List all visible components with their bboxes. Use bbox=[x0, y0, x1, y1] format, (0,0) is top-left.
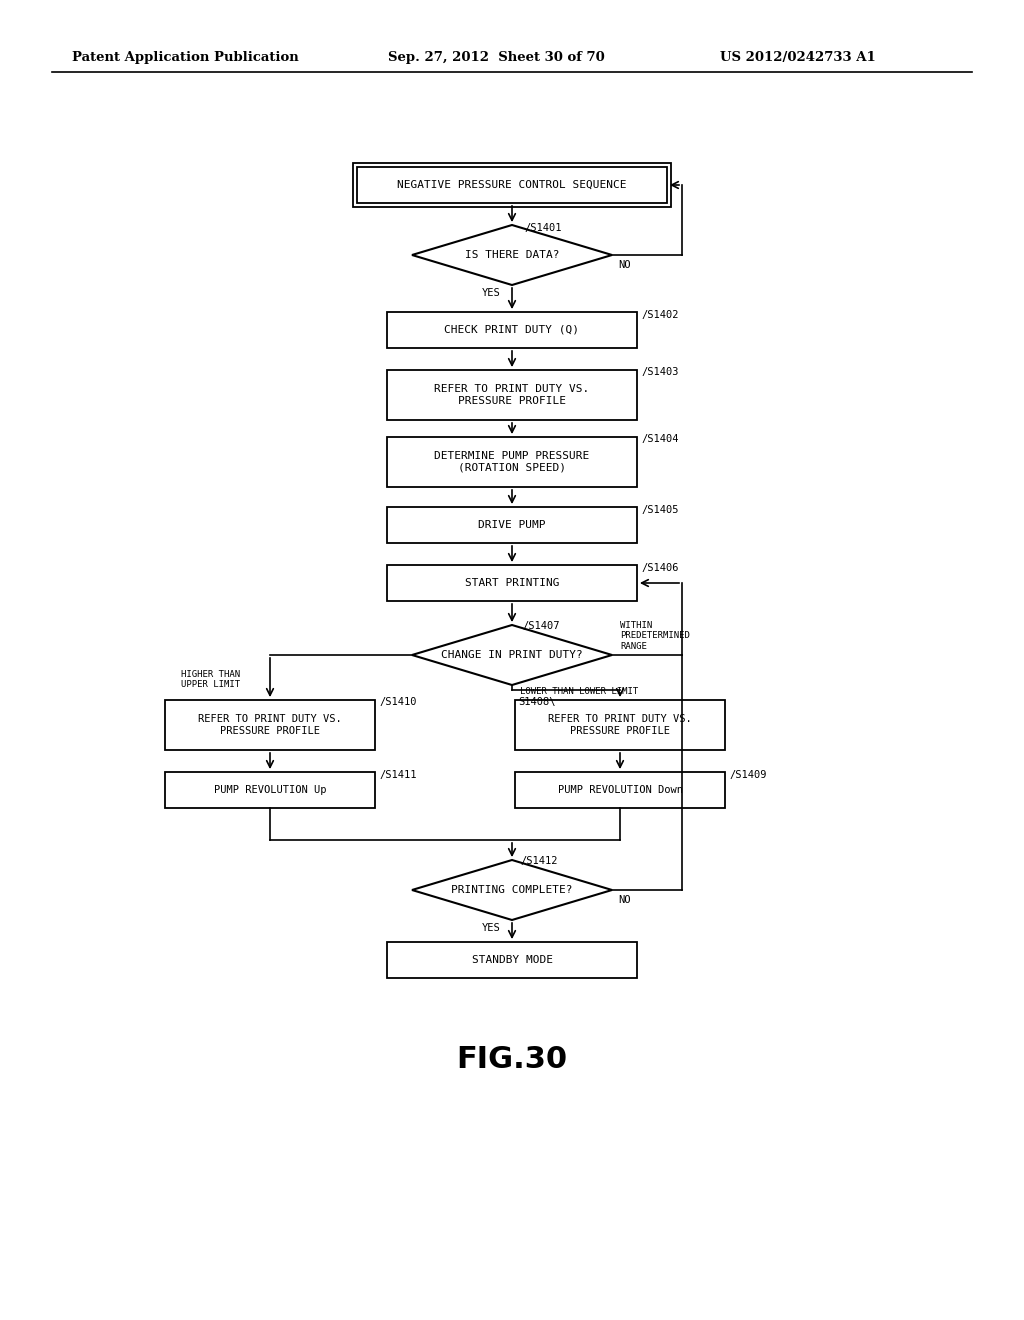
Text: US 2012/0242733 A1: US 2012/0242733 A1 bbox=[720, 51, 876, 65]
Text: REFER TO PRINT DUTY VS.
PRESSURE PROFILE: REFER TO PRINT DUTY VS. PRESSURE PROFILE bbox=[434, 384, 590, 405]
Text: /S1402: /S1402 bbox=[641, 310, 679, 319]
Text: DETERMINE PUMP PRESSURE
(ROTATION SPEED): DETERMINE PUMP PRESSURE (ROTATION SPEED) bbox=[434, 451, 590, 473]
Text: NO: NO bbox=[618, 260, 631, 271]
Text: PRINTING COMPLETE?: PRINTING COMPLETE? bbox=[452, 884, 572, 895]
Text: Patent Application Publication: Patent Application Publication bbox=[72, 51, 299, 65]
Text: HIGHER THAN
UPPER LIMIT: HIGHER THAN UPPER LIMIT bbox=[181, 671, 240, 689]
Bar bbox=[165, 700, 375, 750]
Text: S1408\: S1408\ bbox=[518, 697, 555, 708]
Bar bbox=[165, 772, 375, 808]
Text: /S1412: /S1412 bbox=[520, 855, 557, 866]
Bar bbox=[387, 370, 637, 420]
Text: Sep. 27, 2012  Sheet 30 of 70: Sep. 27, 2012 Sheet 30 of 70 bbox=[388, 51, 605, 65]
Text: /S1403: /S1403 bbox=[641, 367, 679, 378]
Text: /S1406: /S1406 bbox=[641, 564, 679, 573]
Text: NEGATIVE PRESSURE CONTROL SEQUENCE: NEGATIVE PRESSURE CONTROL SEQUENCE bbox=[397, 180, 627, 190]
Bar bbox=[387, 942, 637, 978]
Polygon shape bbox=[412, 224, 612, 285]
Text: /S1411: /S1411 bbox=[379, 770, 417, 780]
Text: YES: YES bbox=[482, 923, 501, 933]
Text: /S1404: /S1404 bbox=[641, 434, 679, 444]
Text: /S1409: /S1409 bbox=[729, 770, 767, 780]
Bar bbox=[387, 312, 637, 348]
Text: CHANGE IN PRINT DUTY?: CHANGE IN PRINT DUTY? bbox=[441, 649, 583, 660]
Text: REFER TO PRINT DUTY VS.
PRESSURE PROFILE: REFER TO PRINT DUTY VS. PRESSURE PROFILE bbox=[198, 714, 342, 735]
Text: STANDBY MODE: STANDBY MODE bbox=[471, 954, 553, 965]
Text: /S1405: /S1405 bbox=[641, 506, 679, 515]
Bar bbox=[353, 162, 671, 207]
Bar bbox=[387, 507, 637, 543]
Text: REFER TO PRINT DUTY VS.
PRESSURE PROFILE: REFER TO PRINT DUTY VS. PRESSURE PROFILE bbox=[548, 714, 692, 735]
Text: LOWER THAN LOWER LIMIT: LOWER THAN LOWER LIMIT bbox=[520, 686, 638, 696]
Text: /S1407: /S1407 bbox=[522, 620, 559, 631]
Polygon shape bbox=[412, 624, 612, 685]
Text: /S1410: /S1410 bbox=[379, 697, 417, 708]
Text: DRIVE PUMP: DRIVE PUMP bbox=[478, 520, 546, 531]
Text: PUMP REVOLUTION Up: PUMP REVOLUTION Up bbox=[214, 785, 327, 795]
Bar bbox=[387, 437, 637, 487]
Polygon shape bbox=[412, 861, 612, 920]
Text: START PRINTING: START PRINTING bbox=[465, 578, 559, 587]
Text: IS THERE DATA?: IS THERE DATA? bbox=[465, 249, 559, 260]
Text: WITHIN
PREDETERMINED
RANGE: WITHIN PREDETERMINED RANGE bbox=[620, 620, 690, 651]
Bar bbox=[387, 565, 637, 601]
Text: PUMP REVOLUTION Down: PUMP REVOLUTION Down bbox=[557, 785, 683, 795]
Text: CHECK PRINT DUTY (Q): CHECK PRINT DUTY (Q) bbox=[444, 325, 580, 335]
Text: FIG.30: FIG.30 bbox=[457, 1045, 567, 1074]
Text: /S1401: /S1401 bbox=[524, 223, 561, 234]
Bar bbox=[357, 168, 667, 203]
Bar bbox=[515, 772, 725, 808]
Text: YES: YES bbox=[482, 288, 501, 298]
Bar bbox=[515, 700, 725, 750]
Text: NO: NO bbox=[618, 895, 631, 906]
